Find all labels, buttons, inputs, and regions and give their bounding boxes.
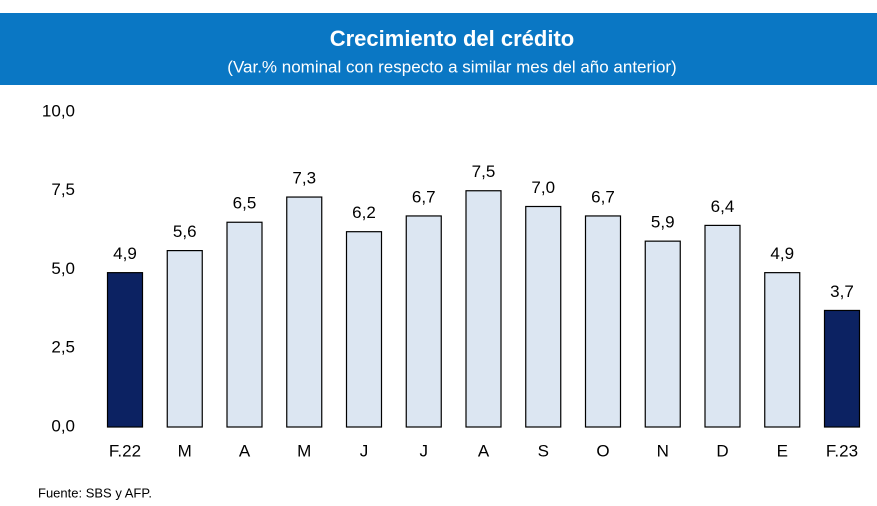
bar (704, 224, 741, 428)
data-label: 5,9 (651, 213, 675, 232)
data-label: 7,5 (472, 162, 496, 181)
x-tick-label: S (538, 441, 549, 460)
x-tick-label: F.23 (826, 441, 858, 460)
data-label: 7,3 (292, 169, 316, 188)
y-tick-label: 10,0 (42, 101, 75, 120)
x-tick-label: J (360, 441, 369, 460)
data-label: 6,4 (711, 197, 735, 216)
y-tick-label: 5,0 (51, 259, 75, 278)
y-tick-label: 0,0 (51, 416, 75, 435)
chart-subtitle: (Var.% nominal con respecto a similar me… (227, 57, 676, 76)
data-label: 6,7 (412, 187, 436, 206)
bar (764, 272, 801, 428)
x-tick-label: A (478, 441, 490, 460)
bar (465, 190, 502, 428)
bar (644, 240, 681, 428)
bar (823, 309, 861, 428)
data-label: 4,9 (113, 244, 137, 263)
data-label: 7,0 (531, 178, 555, 197)
x-tick-label: O (596, 441, 609, 460)
x-tick-label: M (297, 441, 311, 460)
source-note: Fuente: SBS y AFP. (38, 485, 152, 500)
x-tick-label: F.22 (109, 441, 141, 460)
bar (584, 215, 622, 428)
x-tick-label: N (657, 441, 669, 460)
data-label: 6,2 (352, 203, 376, 222)
y-tick-label: 2,5 (51, 338, 75, 357)
y-tick-label: 7,5 (51, 180, 75, 199)
bar (106, 272, 144, 428)
x-tick-label: A (239, 441, 251, 460)
bar (166, 250, 203, 428)
x-tick-label: D (716, 441, 728, 460)
bar (525, 205, 562, 428)
bar (405, 215, 442, 428)
data-label: 3,7 (830, 282, 854, 301)
chart-title: Crecimiento del crédito (330, 26, 575, 51)
bar (345, 231, 383, 428)
header-banner (0, 13, 877, 85)
x-tick-label: J (420, 441, 429, 460)
bar (226, 221, 263, 428)
data-label: 6,5 (233, 194, 257, 213)
x-tick-label: M (178, 441, 192, 460)
data-label: 5,6 (173, 222, 197, 241)
data-label: 6,7 (591, 187, 615, 206)
data-label: 4,9 (770, 244, 794, 263)
x-tick-label: E (777, 441, 788, 460)
bar (286, 196, 323, 428)
